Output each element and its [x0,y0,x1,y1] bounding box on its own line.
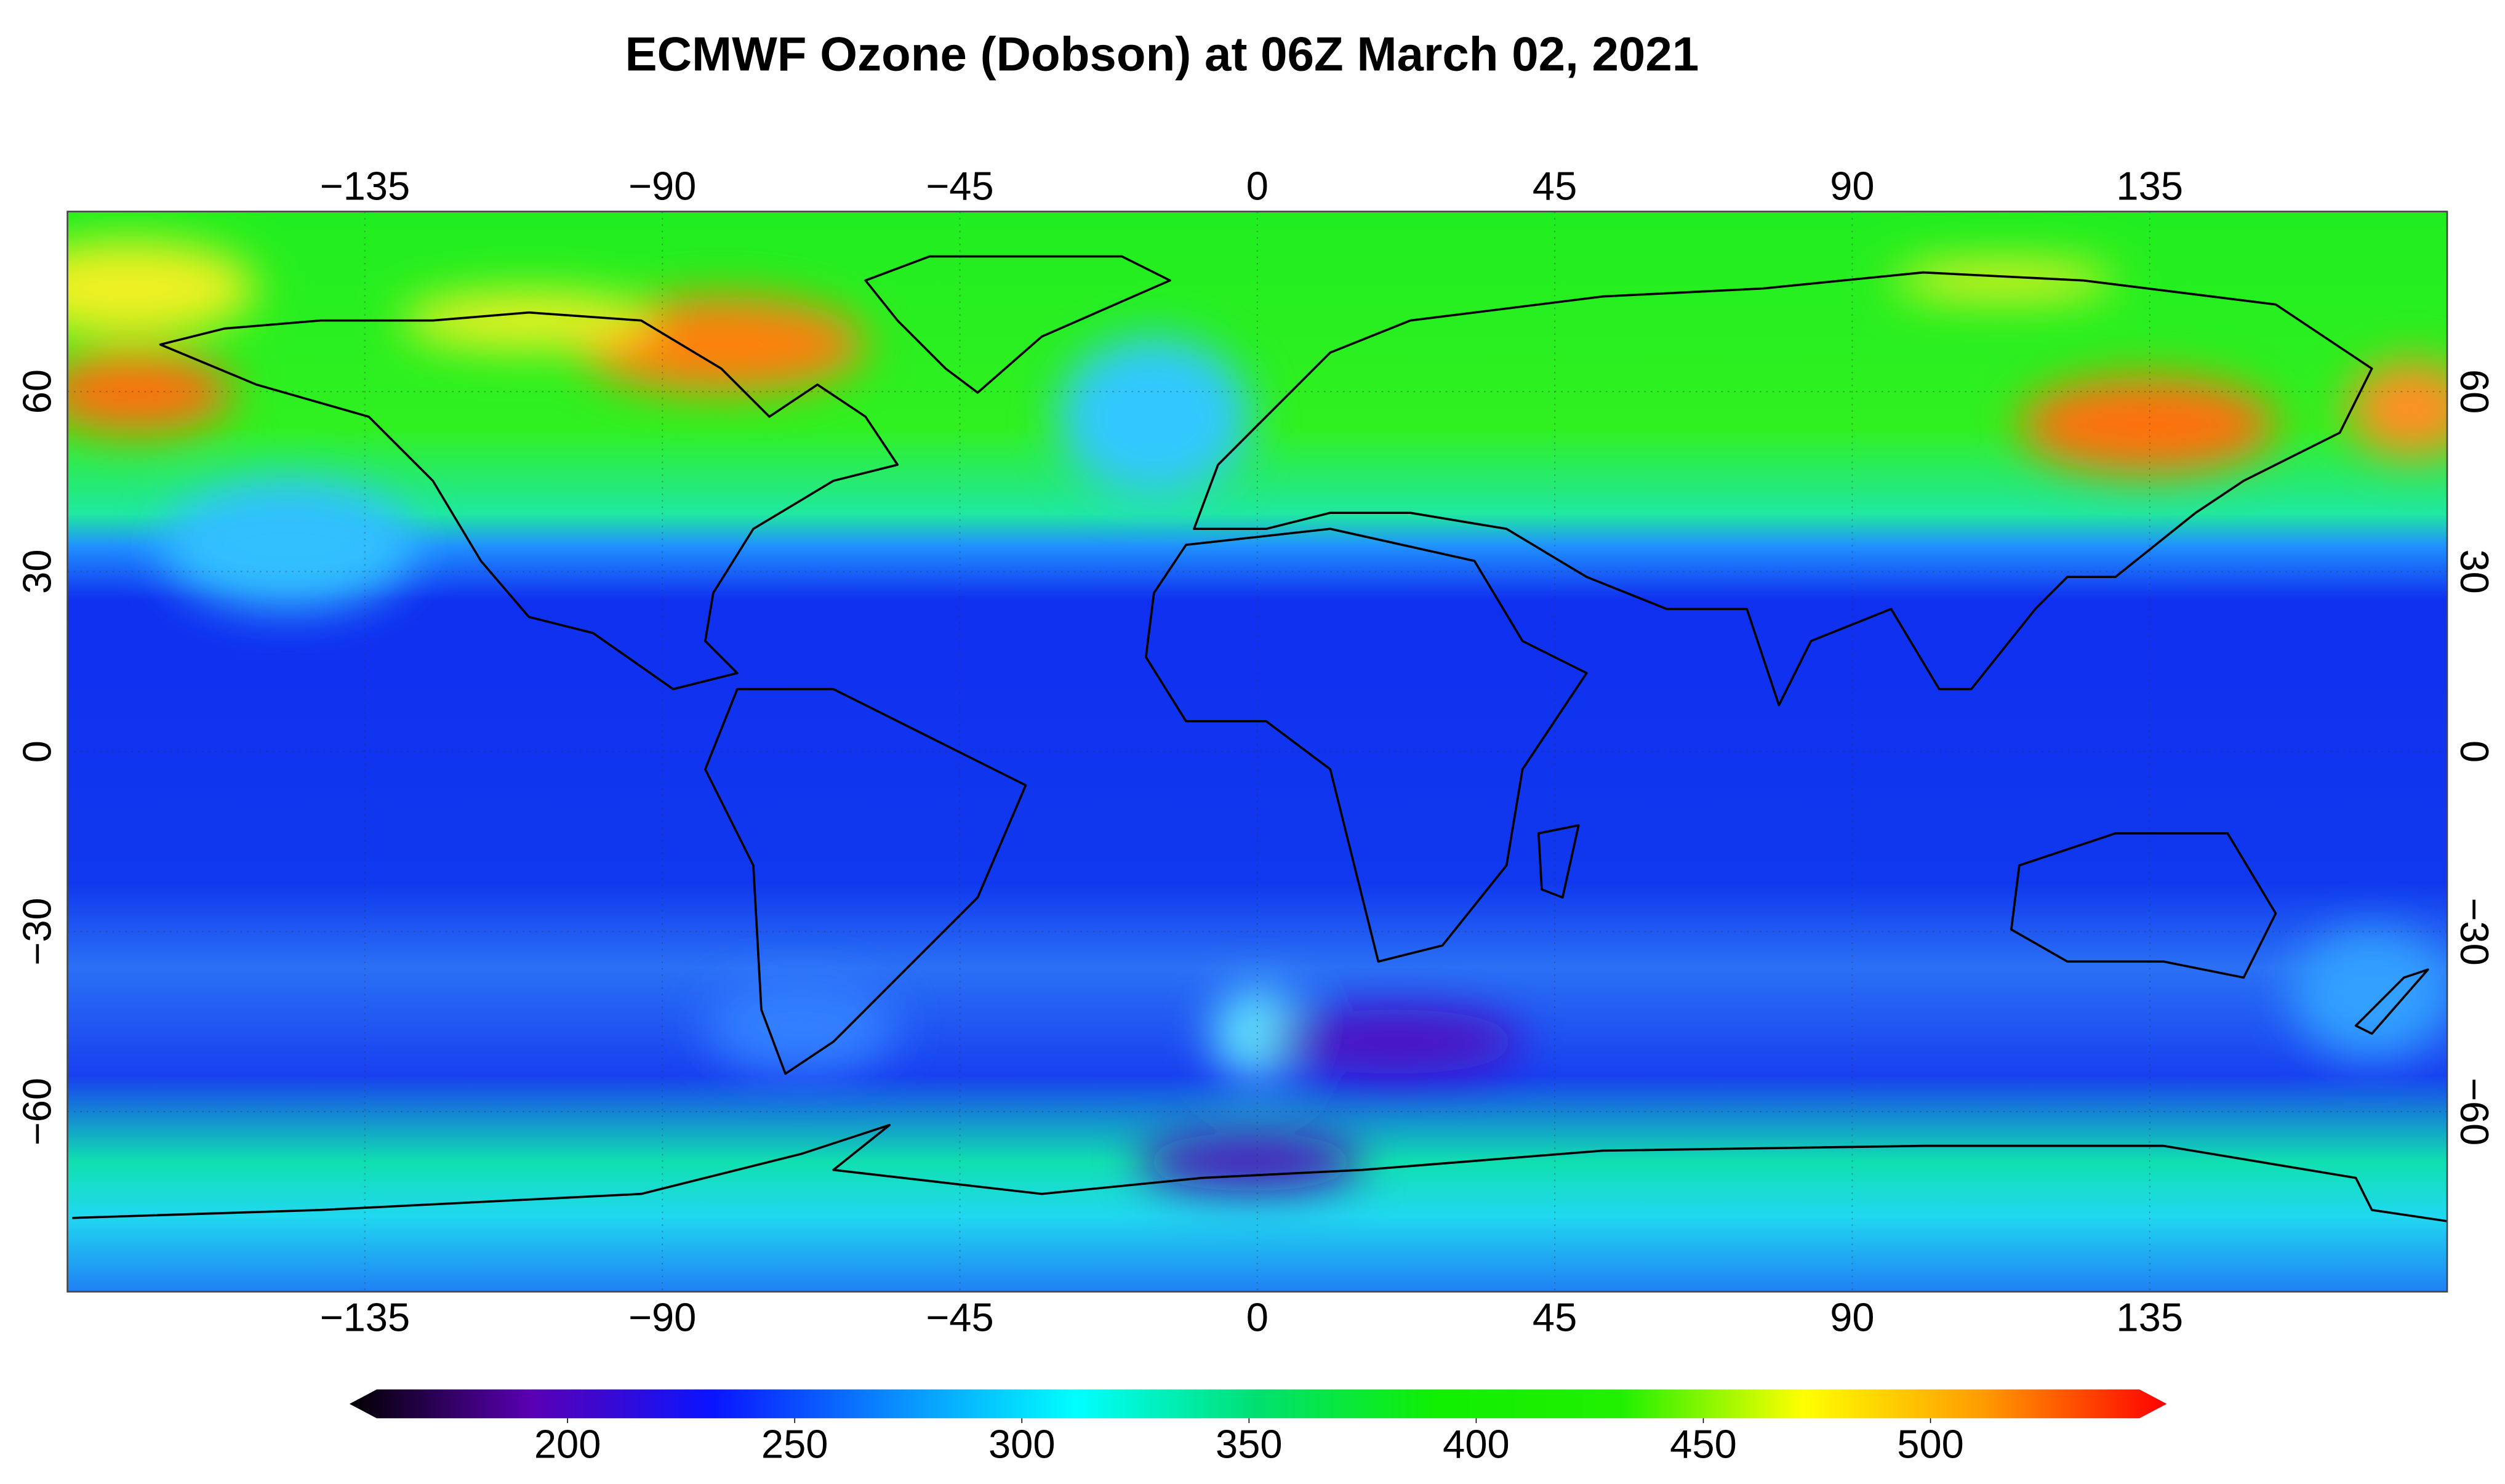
y-tick-label-left: 30 [15,549,60,593]
x-tick-label-bottom: −45 [926,1295,993,1340]
x-tick-label-bottom: −135 [320,1295,411,1340]
x-tick-label-top: 90 [1830,163,1874,208]
ozone-field [67,211,2448,1292]
colorbar-tick-label: 250 [761,1421,828,1466]
colorbar-tick-label: 350 [1216,1421,1283,1466]
colorbar-tick-label: 200 [534,1421,601,1466]
x-tick-label-bottom: −90 [628,1295,696,1340]
field-background [67,211,2448,1292]
colorbar-ramp [349,1389,2167,1419]
x-tick-label-bottom: 45 [1533,1295,1577,1340]
colorbar-tick-label: 400 [1443,1421,1510,1466]
colorbar-tick-label: 300 [988,1421,1056,1466]
x-tick-label-bottom: 0 [1246,1295,1269,1340]
colorbar-tick-label: 500 [1897,1421,1964,1466]
x-tick-label-top: −90 [628,163,696,208]
x-tick-label-bottom: 90 [1830,1295,1874,1340]
map-frame [66,211,2448,1293]
x-tick-label-top: 135 [2116,163,2183,208]
x-tick-label-bottom: 135 [2116,1295,2183,1340]
x-tick-label-top: 0 [1246,163,1269,208]
y-tick-label-right: −30 [2452,897,2497,965]
x-tick-label-top: −135 [320,163,411,208]
colorbar: 200 250 300 350 400 450 500 [349,1389,2167,1466]
y-tick-label-right: 0 [2452,740,2497,763]
y-tick-label-left: −60 [15,1078,60,1145]
x-tick-label-top: 45 [1533,163,1577,208]
coastlines [72,255,2448,1222]
colorbar-tick-label: 450 [1670,1421,1737,1466]
y-tick-label-left: 60 [15,369,60,414]
y-tick-label-right: −60 [2452,1078,2497,1145]
y-tick-label-left: 0 [15,740,60,763]
x-tick-label-top: −45 [926,163,993,208]
y-tick-label-right: 30 [2452,549,2497,593]
field-features [67,240,2448,1191]
chart-title: ECMWF Ozone (Dobson) at 06Z March 02, 20… [625,26,1699,81]
y-tick-label-left: −30 [15,897,60,965]
y-tick-label-right: 60 [2452,369,2497,414]
